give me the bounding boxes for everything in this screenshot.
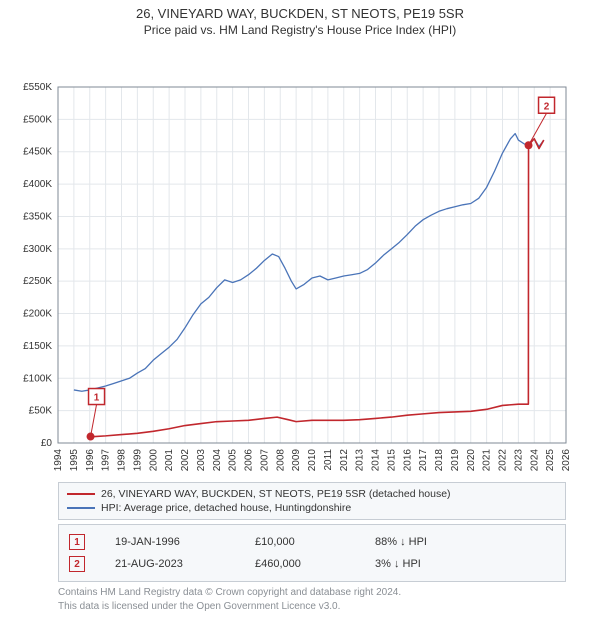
svg-text:£400K: £400K [23, 179, 52, 190]
svg-text:£150K: £150K [23, 341, 52, 352]
license-line2: This data is licensed under the Open Gov… [58, 600, 566, 614]
license-text: Contains HM Land Registry data © Crown c… [58, 586, 566, 613]
svg-text:£100K: £100K [23, 373, 52, 384]
svg-text:1994: 1994 [53, 449, 64, 471]
license-line1: Contains HM Land Registry data © Crown c… [58, 586, 566, 600]
svg-text:2018: 2018 [434, 449, 445, 471]
transaction-marker: 2 [69, 556, 85, 572]
svg-text:2005: 2005 [228, 449, 239, 471]
svg-text:2000: 2000 [148, 449, 159, 471]
transaction-marker: 1 [69, 534, 85, 550]
svg-text:2023: 2023 [513, 449, 524, 471]
legend-label: 26, VINEYARD WAY, BUCKDEN, ST NEOTS, PE1… [101, 488, 451, 500]
svg-text:2009: 2009 [291, 449, 302, 471]
svg-text:2004: 2004 [212, 449, 223, 471]
svg-text:2001: 2001 [164, 449, 175, 471]
svg-text:2015: 2015 [386, 449, 397, 471]
svg-text:£50K: £50K [29, 406, 53, 417]
svg-text:2020: 2020 [466, 449, 477, 471]
svg-text:£300K: £300K [23, 244, 52, 255]
svg-text:2002: 2002 [180, 449, 191, 471]
svg-text:2017: 2017 [418, 449, 429, 471]
svg-text:2014: 2014 [371, 449, 382, 471]
svg-text:£250K: £250K [23, 276, 52, 287]
transaction-price: £10,000 [255, 536, 345, 548]
svg-text:1997: 1997 [101, 449, 112, 471]
legend-row: HPI: Average price, detached house, Hunt… [67, 501, 557, 515]
svg-text:1999: 1999 [132, 449, 143, 471]
svg-text:£550K: £550K [23, 82, 52, 93]
svg-text:2019: 2019 [450, 449, 461, 471]
svg-text:2010: 2010 [307, 449, 318, 471]
svg-text:1995: 1995 [69, 449, 80, 471]
svg-text:2011: 2011 [323, 449, 334, 471]
svg-text:1: 1 [94, 393, 100, 404]
svg-text:2012: 2012 [339, 449, 350, 471]
chart-svg: £0 £50K £100K £150K £200K £250K £300K £350K £400… [0, 41, 600, 471]
legend-box: 26, VINEYARD WAY, BUCKDEN, ST NEOTS, PE1… [58, 482, 566, 520]
transaction-row: 221-AUG-2023£460,0003% ↓ HPI [69, 553, 555, 575]
svg-text:1996: 1996 [85, 449, 96, 471]
transaction-delta: 88% ↓ HPI [375, 536, 465, 548]
svg-text:2: 2 [544, 101, 550, 112]
transaction-row: 1 19-JAN-1996 £10,000 88% ↓ HPI [69, 531, 555, 553]
svg-text:2003: 2003 [196, 449, 207, 471]
svg-text:£200K: £200K [23, 309, 52, 320]
legend-row: 26, VINEYARD WAY, BUCKDEN, ST NEOTS, PE1… [67, 487, 557, 501]
title-block: 26, VINEYARD WAY, BUCKDEN, ST NEOTS, PE1… [0, 0, 600, 37]
svg-text:2025: 2025 [545, 449, 556, 471]
svg-text:£0: £0 [41, 438, 53, 449]
svg-text:£350K: £350K [23, 211, 52, 222]
svg-text:£450K: £450K [23, 147, 52, 158]
title-address: 26, VINEYARD WAY, BUCKDEN, ST NEOTS, PE1… [0, 6, 600, 21]
svg-text:1998: 1998 [117, 449, 128, 471]
transaction-date: 19-JAN-1996 [115, 536, 225, 548]
legend-swatch [67, 493, 95, 495]
svg-text:2013: 2013 [355, 449, 366, 471]
svg-text:2026: 2026 [561, 449, 572, 471]
legend-swatch [67, 507, 95, 509]
transactions-box: 1 19-JAN-1996 £10,000 88% ↓ HPI 221-AUG-2023… [58, 524, 566, 582]
chart-area: £0 £50K £100K £150K £200K £250K £300K £350K £400… [0, 41, 600, 476]
svg-text:2008: 2008 [275, 449, 286, 471]
svg-text:2022: 2022 [498, 449, 509, 471]
svg-text:2007: 2007 [259, 449, 270, 471]
title-subtitle: Price paid vs. HM Land Registry's House … [0, 23, 600, 37]
legend-label: HPI: Average price, detached house, Hunt… [101, 502, 351, 514]
chart-container: 26, VINEYARD WAY, BUCKDEN, ST NEOTS, PE1… [0, 0, 600, 613]
svg-text:2006: 2006 [244, 449, 255, 471]
svg-text:£500K: £500K [23, 114, 52, 125]
svg-text:2016: 2016 [402, 449, 413, 471]
svg-text:2021: 2021 [482, 449, 493, 471]
svg-text:2024: 2024 [529, 449, 540, 471]
